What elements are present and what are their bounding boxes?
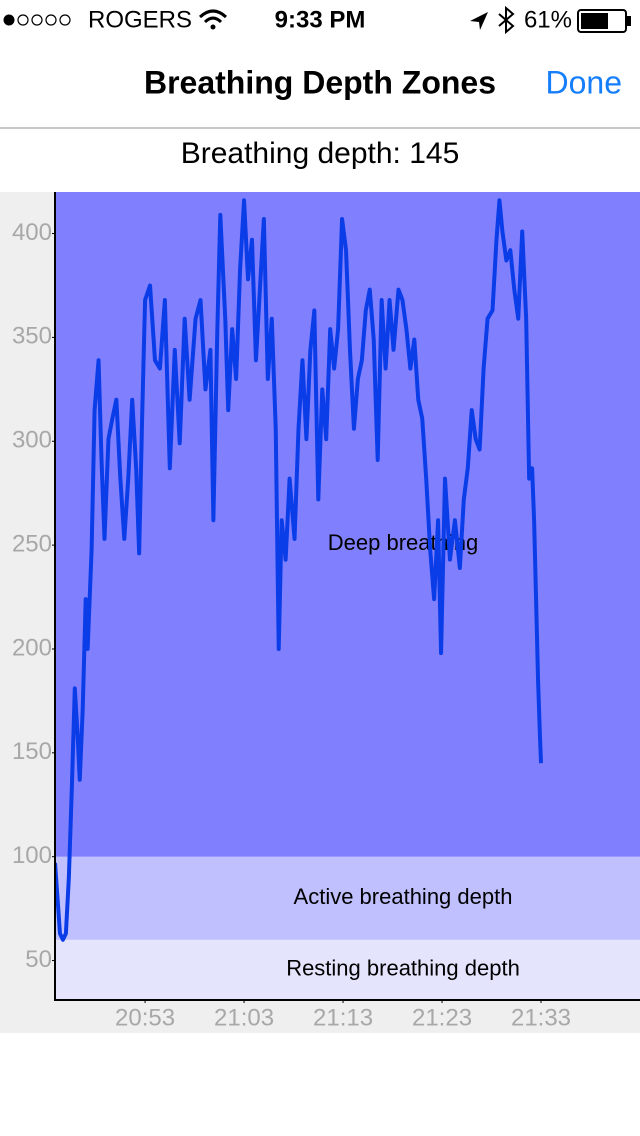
signal-dot bbox=[45, 14, 57, 26]
header-text: Breathing depth: 145 bbox=[181, 137, 460, 170]
y-tick-label: 100 bbox=[12, 842, 52, 869]
data-line bbox=[55, 198, 544, 942]
done-button[interactable]: Done bbox=[546, 64, 623, 100]
y-tick-label: 50 bbox=[25, 946, 52, 973]
bluetooth-icon bbox=[498, 5, 515, 35]
y-tick-label: 400 bbox=[12, 219, 52, 246]
zone-label: Resting breathing depth bbox=[286, 956, 520, 981]
location-icon bbox=[470, 12, 488, 30]
zone-band bbox=[55, 856, 640, 940]
x-tick-label: 21:23 bbox=[412, 1004, 472, 1031]
status-bar: ROGERS 9:33 PM 61% bbox=[3, 5, 631, 35]
x-tick-label: 21:13 bbox=[313, 1004, 373, 1031]
signal-dot bbox=[59, 14, 71, 26]
y-tick-label: 200 bbox=[12, 634, 52, 661]
y-tick-label: 350 bbox=[12, 323, 52, 350]
battery-icon bbox=[577, 9, 627, 33]
zone-label: Active breathing depth bbox=[294, 884, 513, 909]
y-tick-label: 250 bbox=[12, 530, 52, 557]
signal-dot bbox=[17, 14, 29, 26]
signal-dot bbox=[31, 14, 43, 26]
y-tick-label: 300 bbox=[12, 427, 52, 454]
x-tick-label: 20:53 bbox=[115, 1004, 175, 1031]
battery-tip bbox=[627, 16, 631, 26]
signal-dot bbox=[3, 14, 15, 26]
chart: Resting breathing depth Active breathing … bbox=[12, 192, 640, 1031]
zone-band bbox=[55, 939, 640, 1000]
x-tick-label: 21:33 bbox=[511, 1004, 571, 1031]
nav-title: Breathing Depth Zones bbox=[144, 64, 496, 100]
clock: 9:33 PM bbox=[275, 6, 366, 33]
wifi-icon bbox=[198, 9, 228, 30]
x-tick-label: 21:03 bbox=[214, 1004, 274, 1031]
battery-level bbox=[581, 13, 608, 29]
y-tick-label: 150 bbox=[12, 738, 52, 765]
battery-percent: 61% bbox=[524, 6, 572, 33]
carrier: ROGERS bbox=[88, 6, 192, 33]
